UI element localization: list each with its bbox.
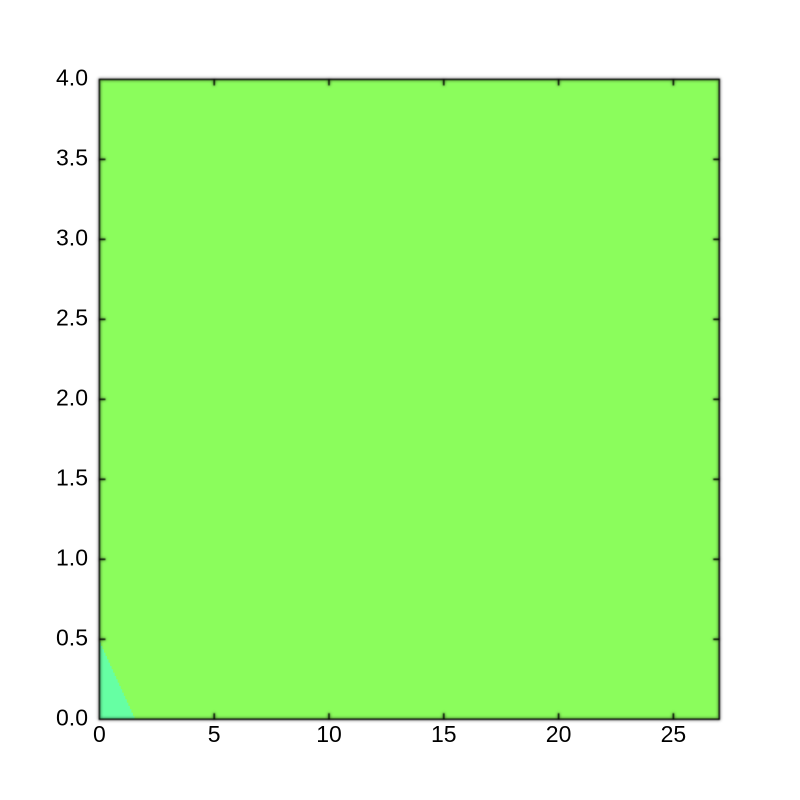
svg-text:4.0: 4.0 — [56, 64, 88, 90]
svg-text:25: 25 — [661, 721, 687, 747]
svg-text:3.5: 3.5 — [56, 144, 88, 170]
svg-text:2.5: 2.5 — [56, 304, 88, 330]
svg-text:15: 15 — [431, 721, 457, 747]
svg-text:10: 10 — [316, 721, 342, 747]
svg-text:2.0: 2.0 — [56, 384, 88, 410]
svg-text:20: 20 — [546, 721, 572, 747]
svg-text:1.0: 1.0 — [56, 544, 88, 570]
svg-text:3.0: 3.0 — [56, 224, 88, 250]
svg-text:5: 5 — [208, 721, 221, 747]
svg-text:0.5: 0.5 — [56, 624, 88, 650]
svg-text:0: 0 — [93, 721, 106, 747]
svg-text:1.5: 1.5 — [56, 464, 88, 490]
svg-text:0.0: 0.0 — [56, 704, 88, 730]
